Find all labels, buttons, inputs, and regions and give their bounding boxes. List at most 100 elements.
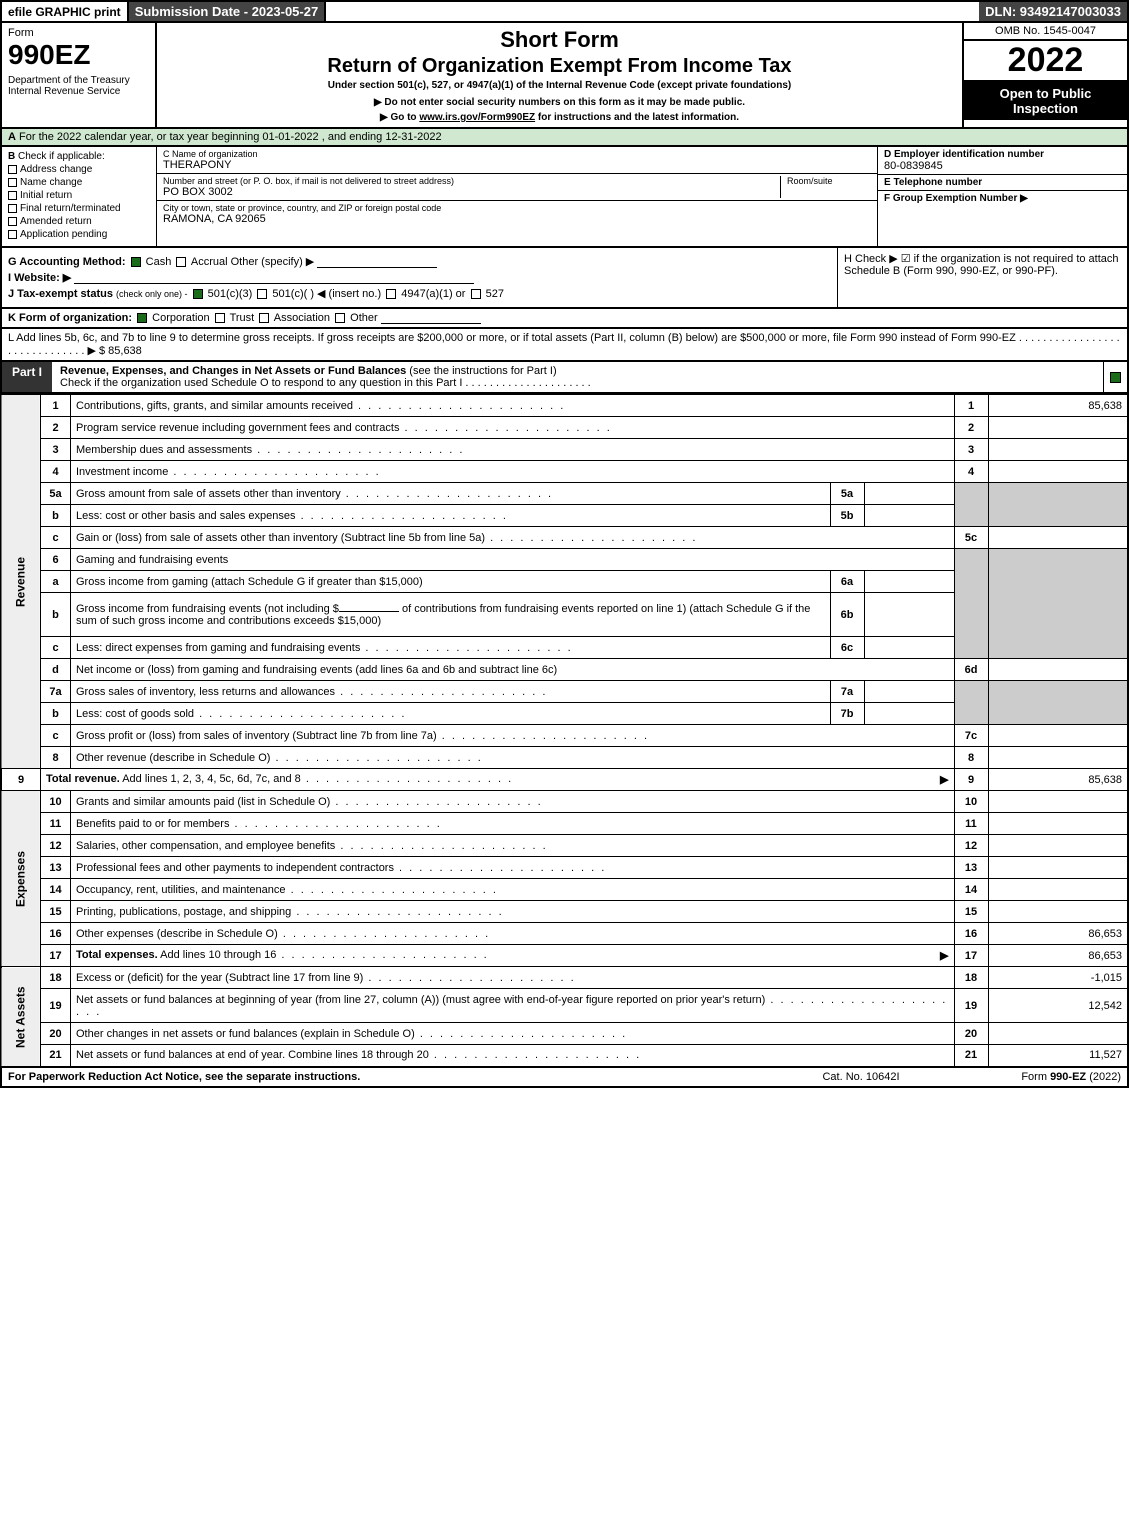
part1-title: Revenue, Expenses, and Changes in Net As… [52, 362, 1103, 392]
checkbox-other-org[interactable] [335, 313, 345, 323]
table-row: 14Occupancy, rent, utilities, and mainte… [1, 879, 1128, 901]
h-block: H Check ▶ ☑ if the organization is not r… [837, 248, 1127, 307]
line-l: L Add lines 5b, 6c, and 7b to line 9 to … [0, 329, 1129, 362]
checkbox-4947[interactable] [386, 289, 396, 299]
expenses-section-label: Expenses [1, 791, 41, 967]
checkbox-527[interactable] [471, 289, 481, 299]
form-table: Revenue 1 Contributions, gifts, grants, … [0, 394, 1129, 1068]
checkbox-association[interactable] [259, 313, 269, 323]
checkbox-amended-return[interactable]: Amended return [8, 216, 150, 227]
ein-value: 80-0839845 [884, 160, 1121, 172]
table-row: 21Net assets or fund balances at end of … [1, 1045, 1128, 1067]
website-input[interactable] [74, 272, 474, 284]
room-label: Room/suite [787, 176, 871, 186]
do-not-enter: Do not enter social security numbers on … [165, 97, 954, 108]
checkbox-final-return[interactable]: Final return/terminated [8, 203, 150, 214]
omb-number: OMB No. 1545-0047 [964, 23, 1127, 41]
ghi-left: G Accounting Method: Cash Accrual Other … [2, 248, 837, 307]
ein-label: D Employer identification number [884, 149, 1121, 160]
c-name-label: C Name of organization [163, 149, 871, 159]
dln-label: DLN: 93492147003033 [979, 2, 1127, 21]
goto-pre: Go to [390, 112, 419, 123]
submission-date: Submission Date - 2023-05-27 [129, 2, 327, 21]
revenue-section-label: Revenue [1, 395, 41, 769]
return-title: Return of Organization Exempt From Incom… [165, 55, 954, 78]
i-website-label: I Website: ▶ [8, 272, 71, 284]
part1-checkbox[interactable] [1103, 362, 1127, 392]
table-row: 2Program service revenue including gover… [1, 417, 1128, 439]
checkbox-name-change[interactable]: Name change [8, 177, 150, 188]
table-row: 17Total expenses. Add lines 10 through 1… [1, 945, 1128, 967]
table-row: 15Printing, publications, postage, and s… [1, 901, 1128, 923]
goto-instructions: Go to www.irs.gov/Form990EZ for instruct… [165, 112, 954, 123]
table-row: 11Benefits paid to or for members11 [1, 813, 1128, 835]
form-header: Form 990EZ Department of the Treasury In… [0, 23, 1129, 129]
part1-tab: Part I [2, 362, 52, 392]
other-org-input[interactable] [381, 312, 481, 324]
checkbox-trust[interactable] [215, 313, 225, 323]
table-row: 9Total revenue. Add lines 1, 2, 3, 4, 5c… [1, 769, 1128, 791]
part1-header: Part I Revenue, Expenses, and Changes in… [0, 362, 1129, 394]
checkbox-cash[interactable] [131, 257, 141, 267]
under-section: Under section 501(c), 527, or 4947(a)(1)… [165, 80, 954, 91]
street-value: PO BOX 3002 [163, 186, 774, 198]
header-left: Form 990EZ Department of the Treasury In… [2, 23, 157, 127]
block-bcd: B Check if applicable: Address change Na… [0, 147, 1129, 248]
street-label: Number and street (or P. O. box, if mail… [163, 176, 774, 186]
g-label: G Accounting Method: [8, 256, 126, 268]
section-a-text: For the 2022 calendar year, or tax year … [19, 131, 442, 143]
table-row: 8Other revenue (describe in Schedule O)8 [1, 747, 1128, 769]
page-footer: For Paperwork Reduction Act Notice, see … [0, 1068, 1129, 1088]
table-row: 4Investment income4 [1, 461, 1128, 483]
table-row: 16Other expenses (describe in Schedule O… [1, 923, 1128, 945]
table-row: 5aGross amount from sale of assets other… [1, 483, 1128, 505]
footer-left: For Paperwork Reduction Act Notice, see … [8, 1071, 761, 1083]
table-row: 20Other changes in net assets or fund ba… [1, 1023, 1128, 1045]
line-k: K Form of organization: Corporation Trus… [0, 309, 1129, 329]
table-row: 13Professional fees and other payments t… [1, 857, 1128, 879]
table-row: cGross profit or (loss) from sales of in… [1, 725, 1128, 747]
checkbox-initial-return[interactable]: Initial return [8, 190, 150, 201]
h-text: H Check ▶ ☑ if the organization is not r… [844, 253, 1119, 277]
table-row: Revenue 1 Contributions, gifts, grants, … [1, 395, 1128, 417]
checkbox-501c3[interactable] [193, 289, 203, 299]
footer-right: Form 990-EZ (2022) [961, 1071, 1121, 1083]
irs-link[interactable]: www.irs.gov/Form990EZ [419, 112, 535, 123]
table-row: 3Membership dues and assessments3 [1, 439, 1128, 461]
tax-year: 2022 [964, 41, 1127, 82]
block-b-label: B [8, 151, 15, 162]
other-method-input[interactable] [317, 256, 437, 268]
total-revenue: 85,638 [988, 769, 1128, 791]
group-exemption-label: F Group Exemption Number ▶ [884, 193, 1121, 204]
org-name: THERAPONY [163, 159, 871, 171]
checkbox-corporation[interactable] [137, 313, 147, 323]
check-if-applicable: Check if applicable: [18, 151, 105, 162]
table-row: cGain or (loss) from sale of assets othe… [1, 527, 1128, 549]
efile-label[interactable]: efile GRAPHIC print [2, 2, 129, 21]
checkbox-application-pending[interactable]: Application pending [8, 229, 150, 240]
header-mid: Short Form Return of Organization Exempt… [157, 23, 962, 127]
open-to-public: Open to Public Inspection [964, 82, 1127, 120]
netassets-section-label: Net Assets [1, 967, 41, 1067]
total-expenses: 86,653 [988, 945, 1128, 967]
telephone-label: E Telephone number [884, 177, 1121, 188]
footer-cat: Cat. No. 10642I [761, 1071, 961, 1083]
checkbox-501c[interactable] [257, 289, 267, 299]
table-row: 7aGross sales of inventory, less returns… [1, 681, 1128, 703]
block-b: B Check if applicable: Address change Na… [2, 147, 157, 246]
net-assets-end: 11,527 [988, 1045, 1128, 1067]
section-a: A For the 2022 calendar year, or tax yea… [0, 129, 1129, 147]
block-c: C Name of organization THERAPONY Number … [157, 147, 877, 246]
city-label: City or town, state or province, country… [163, 203, 871, 213]
part1-subtext: Check if the organization used Schedule … [60, 377, 591, 389]
topbar-spacer [326, 2, 979, 21]
table-row: dNet income or (loss) from gaming and fu… [1, 659, 1128, 681]
department-label: Department of the Treasury Internal Reve… [8, 75, 149, 97]
table-row: 6Gaming and fundraising events [1, 549, 1128, 571]
k-label: K Form of organization: [8, 312, 132, 324]
table-row: 12Salaries, other compensation, and empl… [1, 835, 1128, 857]
checkbox-address-change[interactable]: Address change [8, 164, 150, 175]
checkbox-accrual[interactable] [176, 257, 186, 267]
table-row: Expenses 10Grants and similar amounts pa… [1, 791, 1128, 813]
ghi-block: G Accounting Method: Cash Accrual Other … [0, 248, 1129, 309]
